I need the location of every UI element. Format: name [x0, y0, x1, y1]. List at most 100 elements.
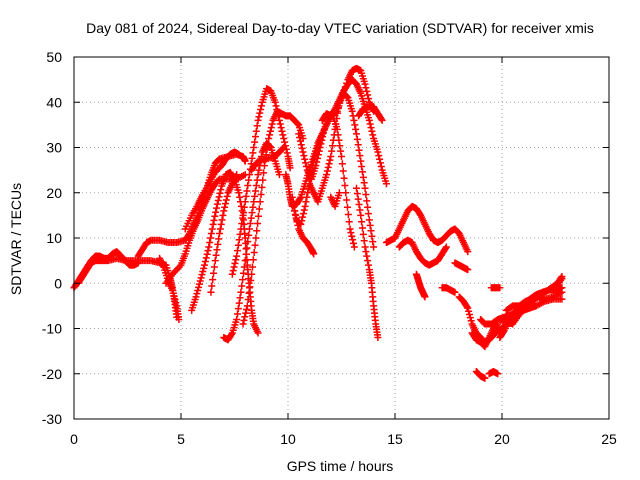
data-point: [320, 129, 328, 137]
data-point: [362, 84, 370, 92]
data-point: [252, 234, 260, 242]
data-point: [499, 328, 507, 336]
data-point: [239, 269, 247, 277]
data-point: [244, 238, 252, 246]
data-point: [378, 116, 386, 124]
data-point: [248, 209, 256, 217]
data-point: [235, 150, 243, 158]
data-point: [279, 144, 287, 152]
data-point: [233, 247, 241, 255]
x-tick-labels: 0 5 10 15 20 25: [70, 431, 617, 447]
data-point: [249, 149, 257, 157]
data-point: [216, 229, 224, 237]
data-point: [250, 198, 258, 206]
data-point: [290, 202, 298, 210]
data-point: [211, 212, 219, 220]
data-point: [257, 191, 265, 199]
series-arc-26: [451, 259, 472, 274]
data-point: [211, 257, 219, 265]
data-point: [207, 234, 215, 242]
y-tick-label: -10: [42, 321, 62, 337]
data-point: [220, 207, 228, 215]
data-point: [356, 206, 364, 214]
data-point: [464, 248, 472, 256]
data-point: [175, 315, 183, 323]
series-arc-8: [207, 171, 241, 296]
data-point: [172, 299, 180, 307]
series-arc-6: [181, 148, 243, 233]
data-point: [222, 200, 230, 208]
series-arc-21: [355, 103, 386, 124]
data-point: [368, 127, 376, 135]
y-tick-label: 20: [46, 185, 62, 201]
data-point: [233, 252, 241, 260]
data-point: [364, 91, 372, 99]
data-point: [352, 130, 360, 138]
data-point: [280, 144, 288, 151]
data-point: [361, 80, 369, 88]
data-point: [241, 313, 249, 321]
data-point: [240, 263, 248, 271]
data-point: [365, 216, 373, 224]
data-point: [296, 137, 304, 145]
data-point: [194, 286, 202, 294]
y-tick-labels: -30 -20 -10 0 10 20 30 40 50: [42, 49, 62, 427]
series-arc-23: [395, 236, 450, 269]
data-point: [295, 130, 303, 138]
data-point: [466, 314, 474, 322]
data-point: [364, 203, 372, 211]
data-point: [195, 283, 203, 291]
data-point: [251, 192, 259, 200]
data-point: [245, 171, 253, 179]
data-point: [275, 171, 283, 179]
data-point: [351, 121, 359, 129]
y-axis-label: SDTVAR / TECUs: [8, 183, 24, 295]
data-point: [245, 289, 253, 297]
data-point: [199, 267, 207, 275]
data-point: [239, 209, 247, 217]
y-tick-label: 30: [46, 140, 62, 156]
data-point: [464, 304, 472, 312]
data-point: [268, 120, 276, 128]
data-point: [248, 154, 256, 162]
data-point: [202, 254, 210, 262]
data-point: [243, 302, 251, 310]
data-point: [229, 267, 237, 275]
data-point: [232, 256, 240, 264]
data-point: [303, 193, 311, 201]
data-point: [288, 193, 296, 201]
data-point: [366, 221, 374, 229]
y-tick-label: -20: [42, 366, 62, 382]
data-point: [207, 288, 215, 296]
data-point: [343, 196, 351, 204]
data-point: [323, 167, 331, 175]
data-point: [376, 159, 384, 167]
data-point: [335, 189, 343, 197]
data-point: [279, 131, 287, 139]
x-tick-label: 10: [280, 431, 296, 447]
data-point: [272, 102, 280, 110]
series-arc-22: [382, 202, 472, 256]
x-tick-label: 20: [494, 431, 510, 447]
data-point: [214, 240, 222, 248]
data-point: [316, 144, 324, 151]
data-point: [198, 271, 206, 279]
data-point: [337, 147, 345, 155]
data-point: [350, 116, 358, 124]
data-point: [271, 98, 279, 106]
series-arc-25: [438, 284, 459, 296]
data-point: [253, 227, 261, 235]
data-point: [248, 263, 256, 271]
data-point: [283, 149, 291, 157]
data-point: [318, 136, 326, 144]
data-point: [228, 270, 236, 278]
data-point: [254, 329, 262, 337]
data-point: [481, 374, 489, 382]
data-point: [221, 203, 229, 211]
data-point: [236, 193, 244, 201]
data-point: [251, 241, 259, 249]
data-point: [360, 237, 368, 245]
data-point: [344, 210, 352, 218]
data-point: [374, 334, 382, 342]
data-point: [195, 280, 203, 288]
